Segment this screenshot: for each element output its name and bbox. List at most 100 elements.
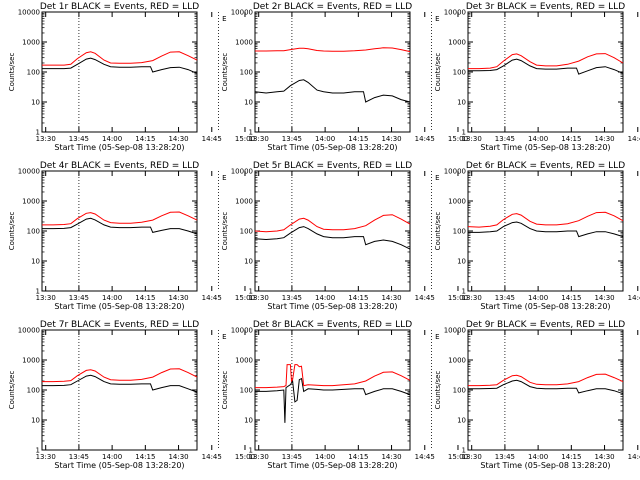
y-tick-label: 1 xyxy=(36,129,40,137)
x-tick-label: 14:30 xyxy=(168,453,188,461)
time-marker-label: E xyxy=(222,15,226,23)
x-tick-label: 14:15 xyxy=(348,453,368,461)
y-tick-label: 10 xyxy=(31,417,40,425)
series-line-lld xyxy=(255,364,411,389)
chart-panel-3: Det 3r BLACK = Events, RED = LLD 1 10 100 10… xyxy=(434,2,640,152)
y-tick-label: 10000 xyxy=(444,9,466,17)
chart-panel-9: Det 9r BLACK = Events, RED = LLD 1 10 100 10… xyxy=(434,320,640,470)
x-tick-label: 15:00 xyxy=(235,294,255,302)
x-tick-label: 14:00 xyxy=(315,135,335,143)
x-axis-label: Start Time (05-Sep-08 13:28:20) xyxy=(267,461,397,470)
x-axis-label: Start Time (05-Sep-08 13:28:20) xyxy=(480,143,610,152)
x-tick-label: 14:45 xyxy=(415,453,435,461)
y-tick-label: 1 xyxy=(462,129,466,137)
time-marker-label: E xyxy=(222,174,226,182)
y-tick-label: 100 xyxy=(240,387,253,395)
y-tick-label: 1 xyxy=(462,447,466,455)
y-tick-label: 10 xyxy=(244,417,253,425)
x-tick-label: 14:45 xyxy=(202,135,222,143)
plot-frame xyxy=(41,11,198,133)
x-tick-label: 13:30 xyxy=(462,294,482,302)
series-line-events xyxy=(255,377,411,423)
x-axis-label: Start Time (05-Sep-08 13:28:20) xyxy=(480,302,610,311)
x-axis-label: Start Time (05-Sep-08 13:28:20) xyxy=(54,461,184,470)
y-tick-label: 1 xyxy=(249,129,253,137)
y-tick-label: 10 xyxy=(457,258,466,266)
time-marker-label: E xyxy=(435,174,439,182)
y-axis-label: Counts/sec xyxy=(8,212,16,251)
series-line-lld xyxy=(42,51,198,66)
series-line-lld xyxy=(255,47,411,53)
y-tick-label: 10000 xyxy=(444,327,466,335)
y-axis-label: Counts/sec xyxy=(8,371,16,410)
y-tick-label: 1 xyxy=(36,447,40,455)
x-tick-label: 14:45 xyxy=(202,294,222,302)
chart-panel-6: Det 6r BLACK = Events, RED = LLD 1 10 100 10… xyxy=(434,161,640,311)
y-axis-label: Counts/sec xyxy=(221,371,229,410)
x-tick-label: 13:30 xyxy=(36,135,56,143)
y-tick-label: 10000 xyxy=(231,327,253,335)
x-tick-label: 13:45 xyxy=(495,135,515,143)
y-tick-label: 1000 xyxy=(235,198,253,206)
y-tick-label: 1000 xyxy=(448,39,466,47)
x-tick-label: 14:00 xyxy=(528,135,548,143)
chart-title: Det 5r BLACK = Events, RED = LLD xyxy=(253,161,412,171)
y-axis-label: Counts/sec xyxy=(434,212,442,251)
series-line-lld xyxy=(468,53,624,70)
y-tick-label: 10 xyxy=(244,99,253,107)
time-marker-label: E xyxy=(435,15,439,23)
y-tick-label: 1000 xyxy=(235,39,253,47)
y-tick-label: 1 xyxy=(249,447,253,455)
x-tick-label: 14:15 xyxy=(135,135,155,143)
x-tick-label: 13:30 xyxy=(249,294,269,302)
x-tick-label: 13:45 xyxy=(69,135,89,143)
x-tick-label: 14:00 xyxy=(528,453,548,461)
y-tick-label: 1000 xyxy=(448,198,466,206)
series-line-lld xyxy=(468,373,624,387)
x-tick-label: 13:45 xyxy=(282,453,302,461)
x-tick-label: 13:45 xyxy=(282,135,302,143)
x-tick-label: 14:15 xyxy=(135,294,155,302)
chart-panel-7: Det 7r BLACK = Events, RED = LLD 1 10 100 10… xyxy=(8,320,255,470)
y-tick-label: 10000 xyxy=(231,9,253,17)
x-axis-label: Start Time (05-Sep-08 13:28:20) xyxy=(54,302,184,311)
chart-title: Det 6r BLACK = Events, RED = LLD xyxy=(466,161,625,171)
y-axis-label: Counts/sec xyxy=(434,371,442,410)
x-axis-label: Start Time (05-Sep-08 13:28:20) xyxy=(267,143,397,152)
x-axis-label: Start Time (05-Sep-08 13:28:20) xyxy=(267,302,397,311)
x-tick-label: 14:15 xyxy=(135,453,155,461)
x-tick-label: 14:00 xyxy=(102,135,122,143)
x-tick-label: 15:00 xyxy=(235,453,255,461)
x-tick-label: 15:00 xyxy=(448,135,468,143)
x-tick-label: 14:00 xyxy=(315,453,335,461)
x-tick-label: 13:30 xyxy=(462,453,482,461)
x-tick-label: 15:00 xyxy=(448,453,468,461)
chart-title: Det 2r BLACK = Events, RED = LLD xyxy=(253,2,412,12)
series-line-lld xyxy=(42,368,198,383)
x-tick-label: 14:30 xyxy=(168,294,188,302)
x-tick-label: 14:45 xyxy=(628,453,640,461)
time-marker-label: E xyxy=(435,333,439,341)
y-tick-label: 10000 xyxy=(18,168,40,176)
series-line-lld xyxy=(467,211,624,228)
y-tick-label: 1000 xyxy=(22,39,40,47)
x-tick-label: 14:45 xyxy=(415,294,435,302)
x-tick-label: 14:15 xyxy=(561,453,581,461)
chart-panel-4: Det 4r BLACK = Events, RED = LLD 1 10 100 10… xyxy=(8,161,255,311)
x-tick-label: 13:45 xyxy=(282,294,302,302)
x-tick-label: 14:15 xyxy=(561,294,581,302)
x-tick-label: 14:30 xyxy=(381,453,401,461)
y-tick-label: 1 xyxy=(36,288,40,296)
series-line-events xyxy=(42,57,198,74)
y-tick-label: 10000 xyxy=(18,327,40,335)
x-tick-label: 14:30 xyxy=(594,294,614,302)
x-tick-label: 14:30 xyxy=(168,135,188,143)
plot-frame xyxy=(41,329,198,451)
series-line-events xyxy=(468,221,624,238)
y-tick-label: 100 xyxy=(27,228,40,236)
y-tick-label: 1000 xyxy=(22,198,40,206)
x-tick-label: 15:00 xyxy=(235,135,255,143)
chart-title: Det 9r BLACK = Events, RED = LLD xyxy=(466,320,625,330)
x-tick-label: 14:15 xyxy=(561,135,581,143)
